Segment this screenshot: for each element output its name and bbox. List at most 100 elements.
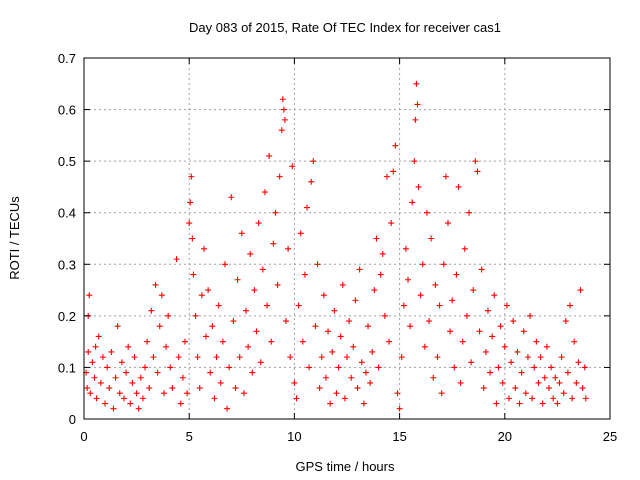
data-point [415,183,422,190]
data-point [293,395,300,402]
data-point [86,292,93,299]
data-point [160,390,167,397]
data-point [412,116,419,123]
data-point [93,395,100,402]
data-point [264,302,271,309]
data-point [320,292,327,299]
data-point [257,359,264,366]
data-point [129,379,136,386]
data-point [499,379,506,386]
data-point [92,343,99,350]
y-tick-label: 0 [69,412,76,427]
data-point [423,209,430,216]
data-point [369,348,376,355]
data-point [187,199,194,206]
y-axis-label: ROTI / TECUs [7,196,22,280]
data-point [550,395,557,402]
data-point [167,364,174,371]
data-point [501,343,508,350]
data-point [230,318,237,325]
data-point [360,400,367,407]
data-point [531,364,538,371]
data-point [508,359,515,366]
data-points [83,80,589,412]
data-point [240,390,247,397]
data-point [213,354,220,361]
data-point [451,364,458,371]
data-point [299,338,306,345]
data-point [405,276,412,283]
data-point [344,354,350,361]
data-point [428,235,435,242]
data-point [85,348,92,355]
data-point [205,287,212,294]
data-point [539,400,546,407]
data-point [173,256,180,263]
data-point [110,405,117,412]
data-point [137,374,144,381]
data-point [512,385,519,392]
data-point [373,235,380,242]
data-point [510,318,517,325]
data-point [358,359,365,366]
data-point [503,302,510,309]
data-point [426,318,433,325]
plot-frame [83,57,611,420]
data-point [209,323,216,330]
data-point [396,405,403,412]
data-point [438,390,445,397]
data-point [545,385,552,392]
data-point [468,359,475,366]
data-point [556,379,563,386]
y-tick-label: 0.6 [58,103,76,118]
data-point [388,220,395,227]
data-point [484,307,491,314]
data-point [339,281,346,288]
data-point [221,261,228,268]
data-point [440,261,447,268]
data-point [154,369,161,376]
data-point [564,369,571,376]
data-point [436,302,443,309]
data-point [297,230,304,237]
data-point [390,168,397,175]
data-point [268,338,275,345]
data-point [457,379,464,386]
x-tick-labels: 0 5 10 15 20 25 [80,429,617,444]
data-point [253,328,260,335]
data-point [118,359,125,366]
data-point [417,292,424,299]
data-point [217,379,224,386]
data-point [247,250,254,257]
data-point [381,312,388,319]
data-point [84,385,91,392]
data-point [581,364,588,371]
data-point [329,348,336,355]
data-point [116,390,123,397]
x-tick-label: 20 [498,429,512,444]
data-point [398,354,405,361]
data-point [476,328,483,335]
data-point [310,158,317,165]
data-point [419,261,426,268]
data-point [127,400,134,407]
data-point [198,292,205,299]
data-point [421,343,428,350]
data-point [430,374,437,381]
data-point [281,116,288,123]
x-tick-label: 0 [80,429,87,444]
data-point [470,287,477,294]
x-tick-label: 25 [603,429,617,444]
data-point [215,302,222,309]
data-point [186,220,193,227]
data-point [474,168,481,175]
data-point [146,385,153,392]
data-point [447,328,454,335]
data-point [489,333,496,340]
data-point [282,318,289,325]
data-point [522,390,529,397]
data-point [407,323,414,330]
data-point [243,307,250,314]
data-point [196,385,203,392]
